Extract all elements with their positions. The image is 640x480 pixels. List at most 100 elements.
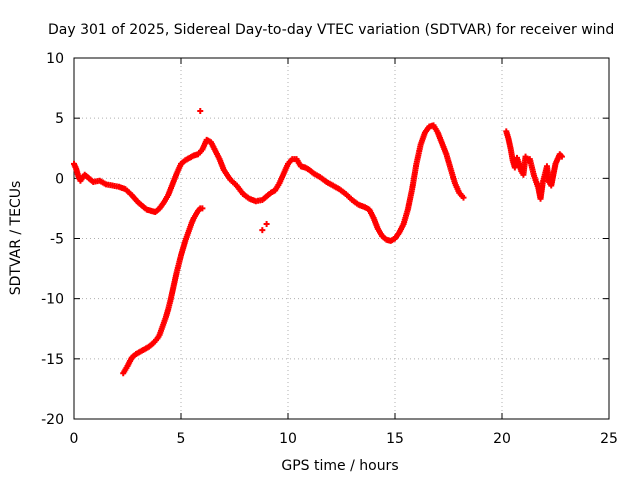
data-point xyxy=(153,207,160,214)
data-point xyxy=(151,338,158,345)
data-point xyxy=(88,177,95,184)
data-point xyxy=(382,235,389,242)
data-point xyxy=(121,368,128,375)
data-point xyxy=(147,342,154,349)
data-point xyxy=(138,201,145,208)
data-point xyxy=(83,172,90,179)
x-tick-label: 15 xyxy=(386,431,404,447)
data-point xyxy=(347,195,354,202)
data-point xyxy=(265,192,272,199)
data-point xyxy=(394,232,401,239)
data-point xyxy=(159,200,166,207)
data-point xyxy=(378,231,385,238)
data-point xyxy=(222,170,229,177)
data-point xyxy=(227,176,234,183)
data-point xyxy=(431,124,438,131)
data-point xyxy=(433,127,440,134)
y-tick-label: -10 xyxy=(41,292,64,308)
data-point xyxy=(459,192,466,199)
data-point xyxy=(260,195,267,202)
data-point xyxy=(154,335,161,342)
data-point xyxy=(421,129,428,136)
data-point xyxy=(78,176,85,183)
data-point xyxy=(352,199,359,206)
data-point xyxy=(180,158,187,165)
data-point xyxy=(379,233,386,240)
data-point xyxy=(190,215,197,222)
data-point xyxy=(293,156,300,163)
data-point xyxy=(457,191,464,198)
data-point xyxy=(259,196,266,203)
data-point xyxy=(309,169,316,176)
data-point xyxy=(230,179,237,186)
data-point xyxy=(233,182,240,189)
x-tick-label: 5 xyxy=(177,431,186,447)
data-point xyxy=(220,166,227,173)
data-point xyxy=(336,186,343,193)
data-point xyxy=(228,178,235,185)
data-point xyxy=(155,333,162,340)
data-point xyxy=(287,157,294,164)
data-point xyxy=(321,177,328,184)
data-point xyxy=(196,149,203,156)
data-point xyxy=(263,193,270,200)
data-point xyxy=(224,171,231,178)
data-point xyxy=(145,343,152,350)
axis-ticks: 0 5 10 15 20 25 -20 -15 -10 -5 0 5 10 xyxy=(41,51,618,447)
data-point xyxy=(341,189,348,196)
data-point xyxy=(135,199,142,206)
data-point xyxy=(460,194,467,201)
data-point xyxy=(140,204,147,211)
y-axis-label: SDTVAR / TECUs xyxy=(8,181,24,296)
y-tick-label: 10 xyxy=(46,51,64,67)
data-point xyxy=(131,195,138,202)
data-point xyxy=(197,148,204,155)
x-tick-label: 10 xyxy=(279,431,297,447)
data-point xyxy=(423,128,430,135)
data-point xyxy=(236,185,243,192)
data-point xyxy=(191,213,198,220)
data-point xyxy=(393,233,400,240)
data-point xyxy=(345,193,352,200)
data-point xyxy=(77,177,84,184)
data-point xyxy=(523,155,530,162)
data-point xyxy=(158,202,165,209)
data-point xyxy=(133,197,140,204)
y-tick-label: -5 xyxy=(50,232,64,248)
data-point xyxy=(259,227,266,234)
data-point xyxy=(306,166,313,173)
data-point xyxy=(317,174,324,181)
data-point xyxy=(558,153,565,160)
data-point xyxy=(339,188,346,195)
data-point xyxy=(161,197,168,204)
data-point xyxy=(85,175,92,182)
data-point xyxy=(425,125,432,132)
data-point xyxy=(122,366,129,373)
data-point xyxy=(199,205,206,212)
data-point xyxy=(240,190,247,197)
data-point xyxy=(232,181,239,188)
data-point xyxy=(344,192,351,199)
data-point xyxy=(272,187,279,194)
data-point xyxy=(337,187,344,194)
data-point xyxy=(130,193,137,200)
data-point xyxy=(374,225,381,232)
data-point xyxy=(128,192,135,199)
data-point xyxy=(243,193,250,200)
data-point xyxy=(164,193,171,200)
data-point xyxy=(132,196,139,203)
x-tick-label: 25 xyxy=(600,431,618,447)
data-point xyxy=(81,171,88,178)
data-point xyxy=(262,194,269,201)
y-tick-label: 5 xyxy=(55,111,64,127)
data-point xyxy=(192,211,199,218)
data-point xyxy=(432,125,439,132)
data-point xyxy=(226,174,233,181)
data-point xyxy=(350,198,357,205)
data-point xyxy=(375,227,382,234)
data-point xyxy=(160,199,167,206)
data-point xyxy=(163,195,170,202)
data-point xyxy=(274,183,281,190)
x-tick-label: 20 xyxy=(493,431,511,447)
data-point xyxy=(195,151,202,158)
